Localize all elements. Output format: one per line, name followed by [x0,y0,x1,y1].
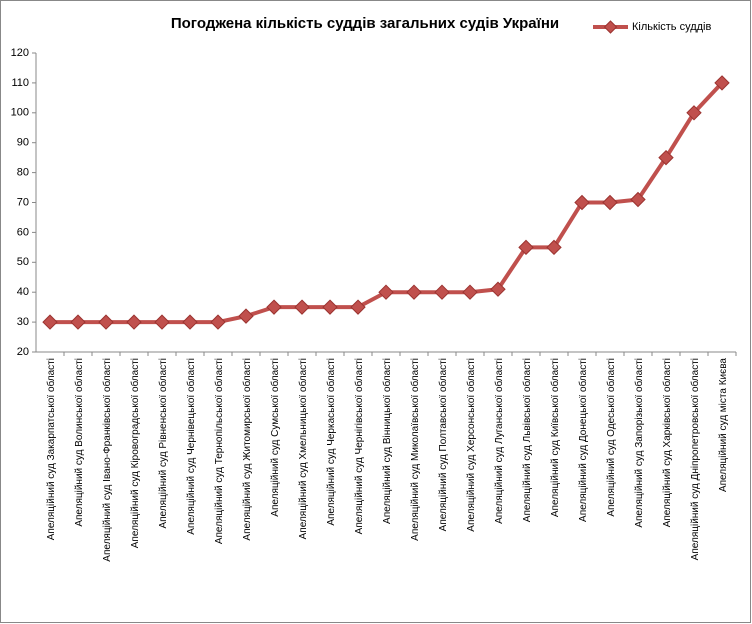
y-tick-label: 50 [17,256,29,268]
marker [462,284,478,300]
marker [434,284,450,300]
marker [182,314,198,330]
y-tick-label: 90 [17,137,29,149]
marker [154,314,170,330]
marker [630,191,646,208]
marker [714,75,730,91]
x-tick-label: Апеляційний суд Житомирської області [241,358,253,541]
x-tick-label: Апеляційний суд Київської області [549,358,561,517]
x-tick-label: Апеляційний суд Чернігівської області [353,358,365,534]
marker [686,105,702,121]
x-tick-label: Апеляційний суд Запорізької області [633,358,645,528]
x-tick-label: Апеляційний суд Вінницької області [381,358,393,524]
marker [378,284,394,300]
x-tick-label: Апеляційний суд Тернопільської області [213,358,225,544]
x-tick-label: Апеляційний суд Кіровоградської області [129,358,141,548]
x-tick-label: Апеляційний суд Харківської області [661,358,673,527]
x-tick-label: Апеляційний суд Закарпатської області [45,358,57,540]
marker [126,314,142,330]
marker [238,308,254,324]
marker [574,194,590,211]
y-tick-label: 80 [17,167,29,179]
y-tick-label: 30 [17,316,29,328]
y-tick-label: 20 [17,346,29,358]
marker [42,314,58,330]
legend-label: Кількість суддів [632,21,711,33]
x-tick-label: Апеляційний суд Чернівецької області [185,358,197,535]
y-tick-label: 60 [17,226,29,238]
marker [210,314,226,330]
x-tick-label: Апеляційний суд Миколаївської області [409,358,421,541]
x-tick-label: Апеляційний суд Дніпропетровської област… [689,358,701,560]
marker [518,239,534,256]
y-tick-label: 70 [17,196,29,208]
marker [546,239,562,256]
marker [266,299,282,315]
marker [98,314,114,330]
y-tick-label: 120 [11,47,29,59]
x-tick-label: Апеляційний суд Черкаської області [325,358,337,526]
marker [658,149,674,166]
marker [294,299,310,315]
x-tick-label: Апеляційний суд Львівської області [521,358,533,522]
x-tick-label: Апеляційний суд Одеської області [605,358,617,517]
marker [490,281,506,297]
x-tick-label: Апеляційний суд Сумської області [269,358,281,517]
legend-marker [603,20,618,34]
x-tick-label: Апеляційний суд Херсонської області [465,358,477,532]
y-tick-label: 100 [11,107,29,119]
x-tick-label: Апеляційний суд Луганської області [493,358,505,524]
marker [70,314,86,330]
x-tick-label: Апеляційний суд Полтавської області [437,358,449,531]
marker [602,194,618,211]
marker [406,284,422,300]
x-tick-label: Апеляційний суд Донецької області [577,358,589,522]
chart-title: Погоджена кількість суддів загальних суд… [171,15,559,32]
x-tick-label: Апеляційний суд Хмельницької області [297,358,309,539]
marker [322,299,338,315]
x-tick-label: Апеляційний суд міста Києва [718,358,729,492]
x-tick-label: Апеляційний суд Рівненської області [157,358,169,529]
y-tick-label: 110 [11,77,29,89]
x-tick-label: Апеляційний суд Волинської області [73,358,85,527]
marker [350,299,366,315]
y-tick-label: 40 [17,286,29,298]
x-tick-label: Апеляційний суд Івано-Франківської облас… [101,358,113,562]
